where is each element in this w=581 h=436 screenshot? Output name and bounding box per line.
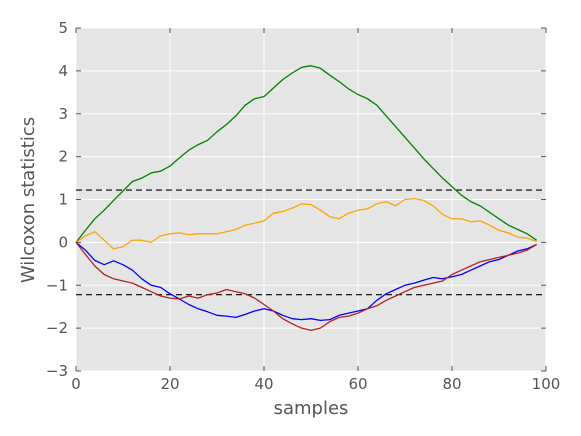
y-tick-label: −3 — [46, 362, 68, 380]
x-tick-label: 20 — [160, 375, 179, 393]
x-tick-label: 100 — [532, 375, 561, 393]
x-tick-label: 80 — [442, 375, 461, 393]
y-tick-label: 4 — [58, 62, 68, 80]
y-tick-label: 2 — [58, 148, 68, 166]
series-lines — [75, 65, 537, 331]
x-tick-label: 0 — [71, 375, 81, 393]
y-tick-label: 1 — [58, 191, 68, 209]
series-line-1 — [75, 65, 537, 243]
x-tick-labels: 0 20 40 60 80 100 — [71, 375, 560, 393]
y-tick-label: −1 — [46, 276, 68, 294]
y-tick-label: 3 — [58, 105, 68, 123]
series-line-4 — [75, 241, 537, 331]
y-tick-labels: 5 4 3 2 1 0 −1 −2 −3 — [46, 19, 68, 380]
y-tick-label: −2 — [46, 319, 68, 337]
tick-marks — [75, 27, 547, 372]
y-axis-label: Wilcoxon statistics — [18, 117, 39, 283]
threshold-lines — [76, 189, 546, 296]
series-line-3 — [75, 241, 537, 322]
y-tick-label: 5 — [58, 19, 68, 37]
x-axis-label: samples — [274, 398, 349, 419]
y-tick-label: 0 — [58, 233, 68, 251]
series-line-2 — [75, 197, 537, 250]
x-tick-label: 60 — [348, 375, 367, 393]
x-tick-label: 40 — [254, 375, 273, 393]
